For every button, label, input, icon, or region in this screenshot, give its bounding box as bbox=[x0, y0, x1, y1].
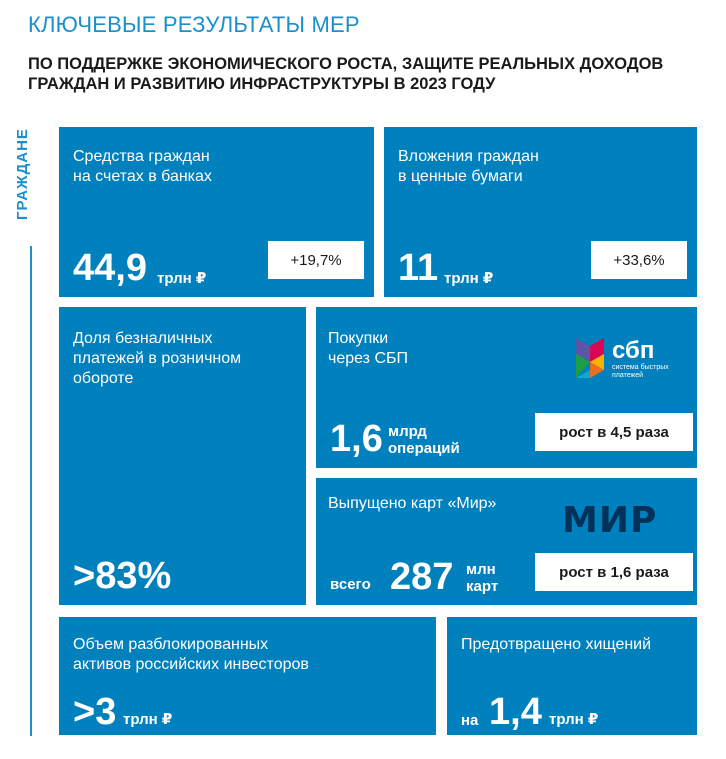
change-badge: +33,6% bbox=[591, 241, 687, 279]
card-unblocked-assets: Объем разблокированных активов российски… bbox=[59, 617, 436, 735]
card-label: Выпущено карт «Мир» bbox=[328, 495, 497, 512]
card-theft-prevented: Предотвращено хищений на 1,4 трлн ₽ bbox=[447, 617, 697, 735]
change-badge: +19,7% bbox=[268, 241, 364, 279]
card-unit-line-1: млрд bbox=[388, 423, 427, 440]
sbp-logo: сбп система быстрых платежей bbox=[574, 336, 684, 382]
page-title: КЛЮЧЕВЫЕ РЕЗУЛЬТАТЫ МЕР bbox=[28, 12, 360, 37]
card-label-line-1: Доля безналичных bbox=[73, 330, 213, 347]
sbp-logo-subtext-2: платежей bbox=[612, 372, 644, 379]
sbp-logo-subtext-1: система быстрых bbox=[612, 364, 669, 371]
page-subtitle: ПО ПОДДЕРЖКЕ ЭКОНОМИЧЕСКОГО РОСТА, ЗАЩИТ… bbox=[28, 55, 664, 93]
card-label-line-1: Вложения граждан bbox=[398, 148, 539, 165]
side-divider-line bbox=[30, 246, 32, 736]
card-sbp-purchases: Покупки через СБП 1,6 млрд операций рост… bbox=[316, 307, 697, 468]
card-label-line-2: в ценные бумаги bbox=[398, 168, 523, 185]
card-label-line-1: Объем разблокированных bbox=[73, 636, 269, 653]
card-label: Предотвращено хищений bbox=[461, 636, 652, 653]
card-prefix: на bbox=[461, 712, 479, 729]
card-label-line-1: Покупки bbox=[328, 330, 389, 347]
card-unit: трлн ₽ bbox=[123, 711, 173, 728]
card-label-line-2: платежей в розничном bbox=[73, 350, 242, 367]
card-unit: трлн ₽ bbox=[444, 270, 494, 287]
card-label-line-2: активов российских инвесторов bbox=[73, 656, 309, 673]
sbp-logo-icon bbox=[576, 338, 604, 378]
card-unit-line-1: млн bbox=[466, 561, 496, 578]
card-label-line-2: на счетах в банках bbox=[73, 168, 212, 185]
card-value: >3 bbox=[73, 691, 117, 733]
side-label-text: ГРАЖДАНЕ bbox=[14, 128, 31, 220]
card-label-line-3: обороте bbox=[73, 370, 134, 387]
change-badge: рост в 4,5 раза bbox=[535, 413, 693, 451]
card-unit: трлн ₽ bbox=[157, 270, 207, 287]
card-label-line-1: Средства граждан bbox=[73, 148, 210, 165]
side-label: ГРАЖДАНЕ bbox=[14, 128, 46, 248]
card-unit-line-2: карт bbox=[466, 578, 499, 595]
card-mir-cards: Выпущено карт «Мир» всего 287 млн карт р… bbox=[316, 478, 697, 605]
card-prefix: всего bbox=[330, 576, 371, 593]
card-bank-deposits: Средства граждан на счетах в банках 44,9… bbox=[59, 127, 374, 297]
mir-logo: МИР bbox=[562, 500, 658, 541]
card-cashless-share: Доля безналичных платежей в розничном об… bbox=[59, 307, 306, 605]
change-badge: рост в 1,6 раза bbox=[535, 553, 693, 591]
card-value: >83% bbox=[73, 555, 172, 597]
card-value: 1,6 bbox=[330, 418, 383, 460]
card-value: 1,4 bbox=[489, 691, 542, 733]
card-value: 287 bbox=[390, 556, 454, 598]
card-value: 44,9 bbox=[73, 247, 147, 289]
card-unit-line-2: операций bbox=[388, 440, 460, 457]
card-unit: трлн ₽ bbox=[549, 711, 599, 728]
sbp-logo-text: сбп bbox=[612, 337, 655, 364]
card-securities: Вложения граждан в ценные бумаги 11 трлн… bbox=[384, 127, 697, 297]
card-value: 11 bbox=[398, 247, 439, 289]
card-label-line-2: через СБП bbox=[328, 350, 409, 367]
